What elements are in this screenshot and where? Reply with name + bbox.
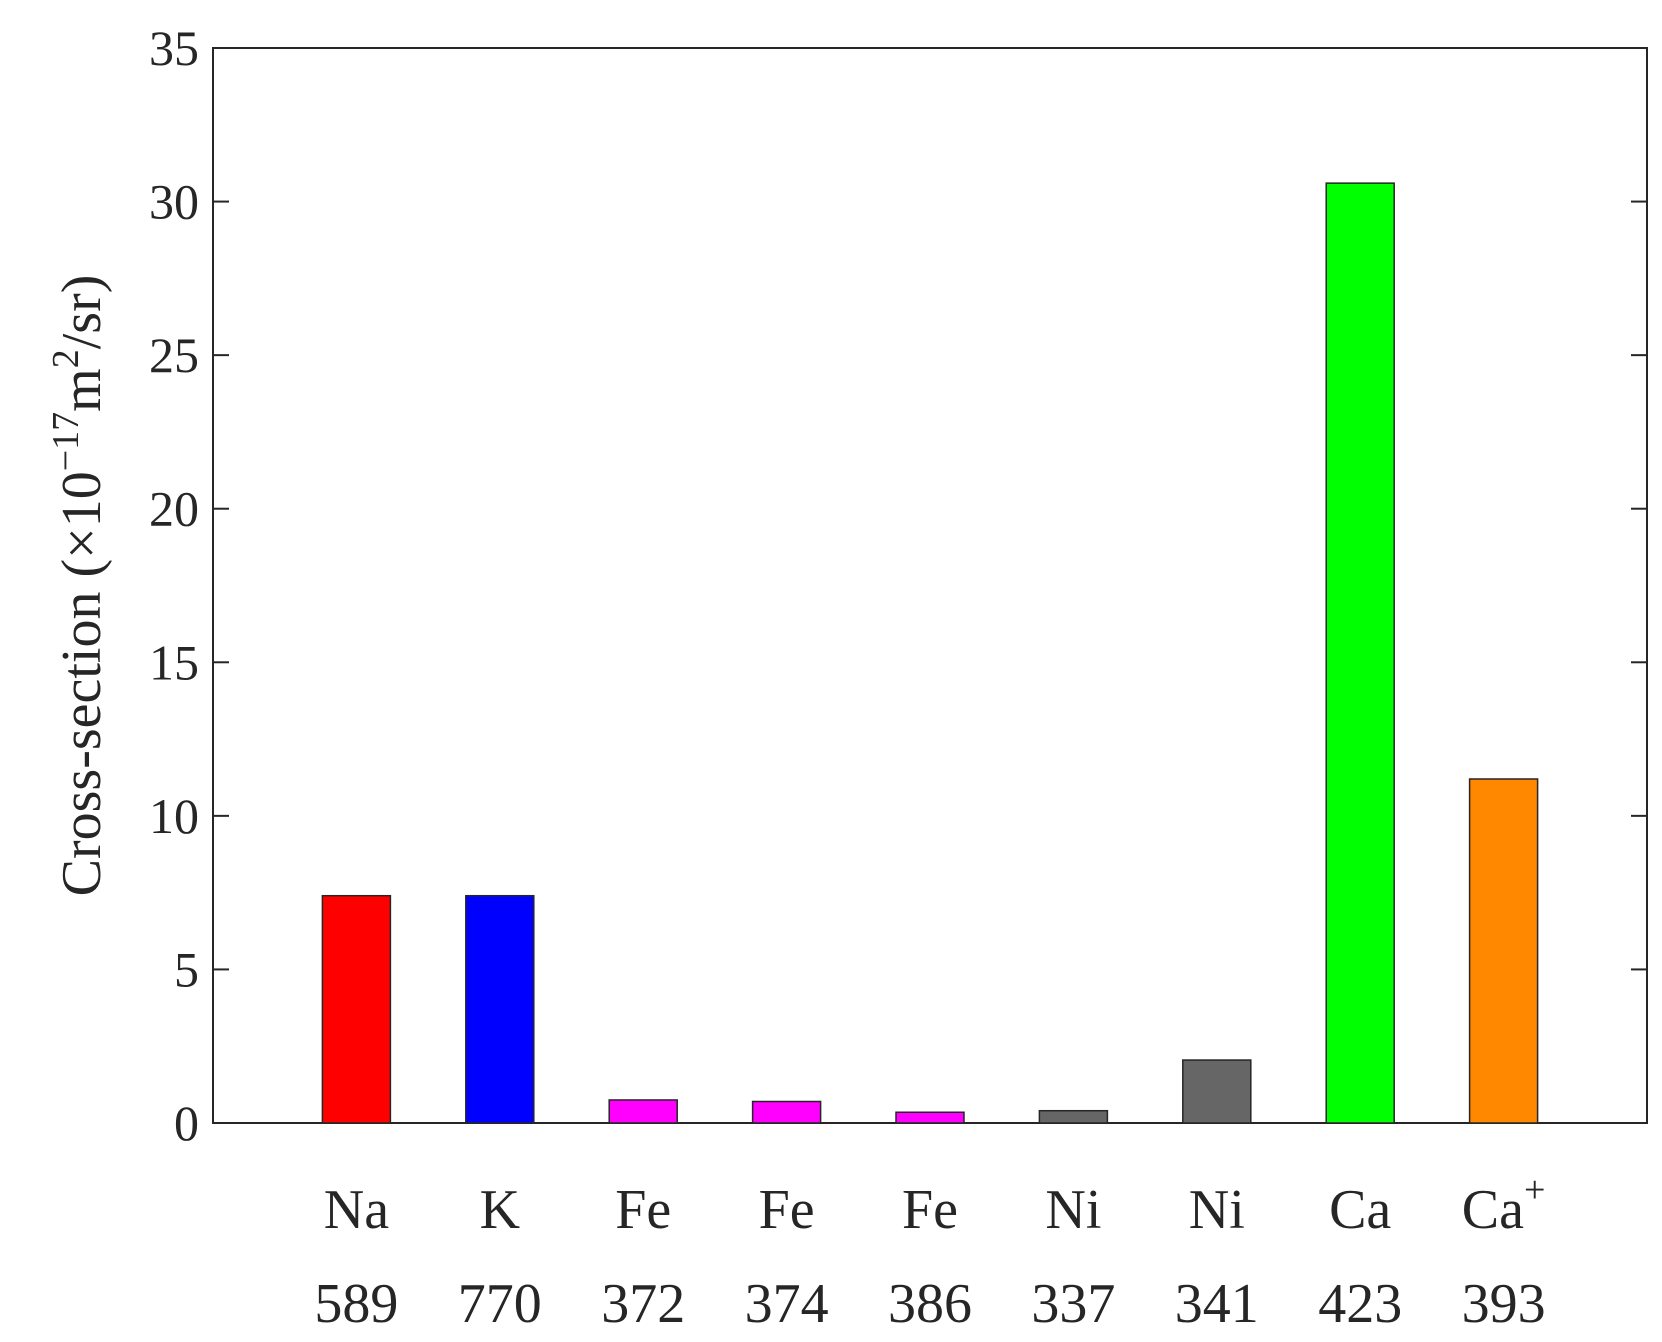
y-tick-label-20: 20 [149, 481, 199, 537]
x-label-element: Ca [1329, 1179, 1391, 1241]
x-label-element: Ni [1045, 1179, 1101, 1241]
x-axis-category-labels: Na 589 K 770 Fe 372 Fe 374 Fe 386 Ni 337 Ni 341 Ca 423 C… [314, 1169, 1545, 1335]
x-label-wavelength: 393 [1462, 1273, 1546, 1335]
x-label-wavelength: 374 [745, 1273, 829, 1335]
x-label-wavelength: 423 [1318, 1273, 1402, 1335]
x-label-wavelength: 589 [314, 1273, 398, 1335]
y-tick-label-5: 5 [174, 941, 199, 997]
y-axis-label: Cross-section (×10−17m2/sr) [45, 275, 113, 897]
y-tick-label-15: 15 [149, 634, 199, 690]
x-label-wavelength: 770 [458, 1273, 542, 1335]
x-label-element: Fe [759, 1179, 815, 1241]
y-axis-label-suffix: /sr) [51, 275, 113, 350]
bar-fe-374 [751, 1100, 822, 1124]
bar-fe-372 [608, 1099, 678, 1124]
x-label-superscript: + [1524, 1169, 1545, 1211]
x-label-wavelength: 341 [1175, 1273, 1259, 1335]
y-tick-label-25: 25 [149, 327, 199, 383]
bar-fe-386 [895, 1111, 965, 1124]
x-label-wavelength: 337 [1031, 1273, 1115, 1335]
bar-ni-341 [1182, 1059, 1252, 1124]
y-tick-label-30: 30 [149, 174, 199, 230]
y-axis-ticks: 0 5 10 15 20 25 30 35 [149, 20, 1647, 1151]
y-tick-label-0: 0 [174, 1095, 199, 1151]
x-label-wavelength: 386 [888, 1273, 972, 1335]
axes-box [212, 47, 1648, 1124]
y-tick-label-10: 10 [149, 788, 199, 844]
bar-ni-337 [1038, 1109, 1109, 1124]
y-axis-label-exponent-1: −17 [45, 412, 87, 471]
bar-ca-423 [1325, 182, 1395, 1124]
bar-series [321, 182, 1539, 1124]
plot-area [212, 47, 1648, 1124]
y-axis-label-prefix: Cross-section (×10 [51, 471, 113, 896]
bar-ca-393 [1468, 778, 1539, 1124]
x-label-element: Ca+ [1462, 1169, 1546, 1241]
bar-na-589 [321, 894, 392, 1124]
x-label-wavelength: 372 [601, 1273, 685, 1335]
y-tick-label-35: 35 [149, 20, 199, 76]
x-label-element: Na [324, 1179, 389, 1241]
x-label-element: Fe [902, 1179, 958, 1241]
x-label-element: K [480, 1179, 520, 1241]
x-label-element: Ni [1189, 1179, 1245, 1241]
y-axis-label-exponent-2: 2 [45, 349, 87, 368]
x-label-element: Fe [615, 1179, 671, 1241]
y-axis-label-unit-m: m [51, 368, 113, 412]
bar-k-770 [465, 894, 535, 1124]
